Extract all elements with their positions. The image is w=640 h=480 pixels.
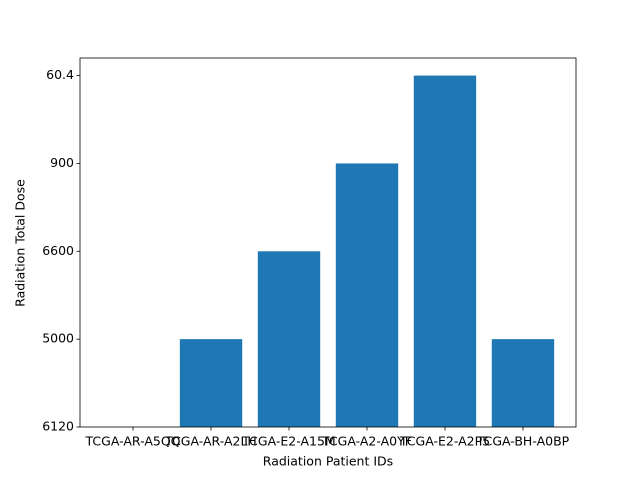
x-tick-label: TCGA-E2-A2P5 <box>399 434 490 449</box>
x-tick-label: TCGA-A2-A0YF <box>321 434 412 449</box>
x-tick-label: TCGA-AR-A2LH <box>164 434 257 449</box>
y-axis-label: Radiation Total Dose <box>13 179 28 307</box>
x-tick-label: TCGA-AR-A5QQ <box>85 434 181 449</box>
y-tick-label: 6120 <box>42 419 74 434</box>
y-tick-label: 60.4 <box>46 67 74 82</box>
bar <box>257 251 321 427</box>
y-tick-label: 5000 <box>42 331 74 346</box>
bar <box>413 75 477 428</box>
y-tick-label: 6600 <box>42 243 74 258</box>
x-tick-label: TCGA-E2-A15M <box>241 434 335 449</box>
bar <box>179 339 243 427</box>
bar <box>491 339 555 427</box>
plot-frame <box>79 57 577 428</box>
x-axis-label: Radiation Patient IDs <box>263 454 393 469</box>
y-tick-label: 900 <box>50 155 74 170</box>
x-tick-label: TCGA-BH-A0BP <box>476 434 570 449</box>
bar <box>335 163 399 427</box>
